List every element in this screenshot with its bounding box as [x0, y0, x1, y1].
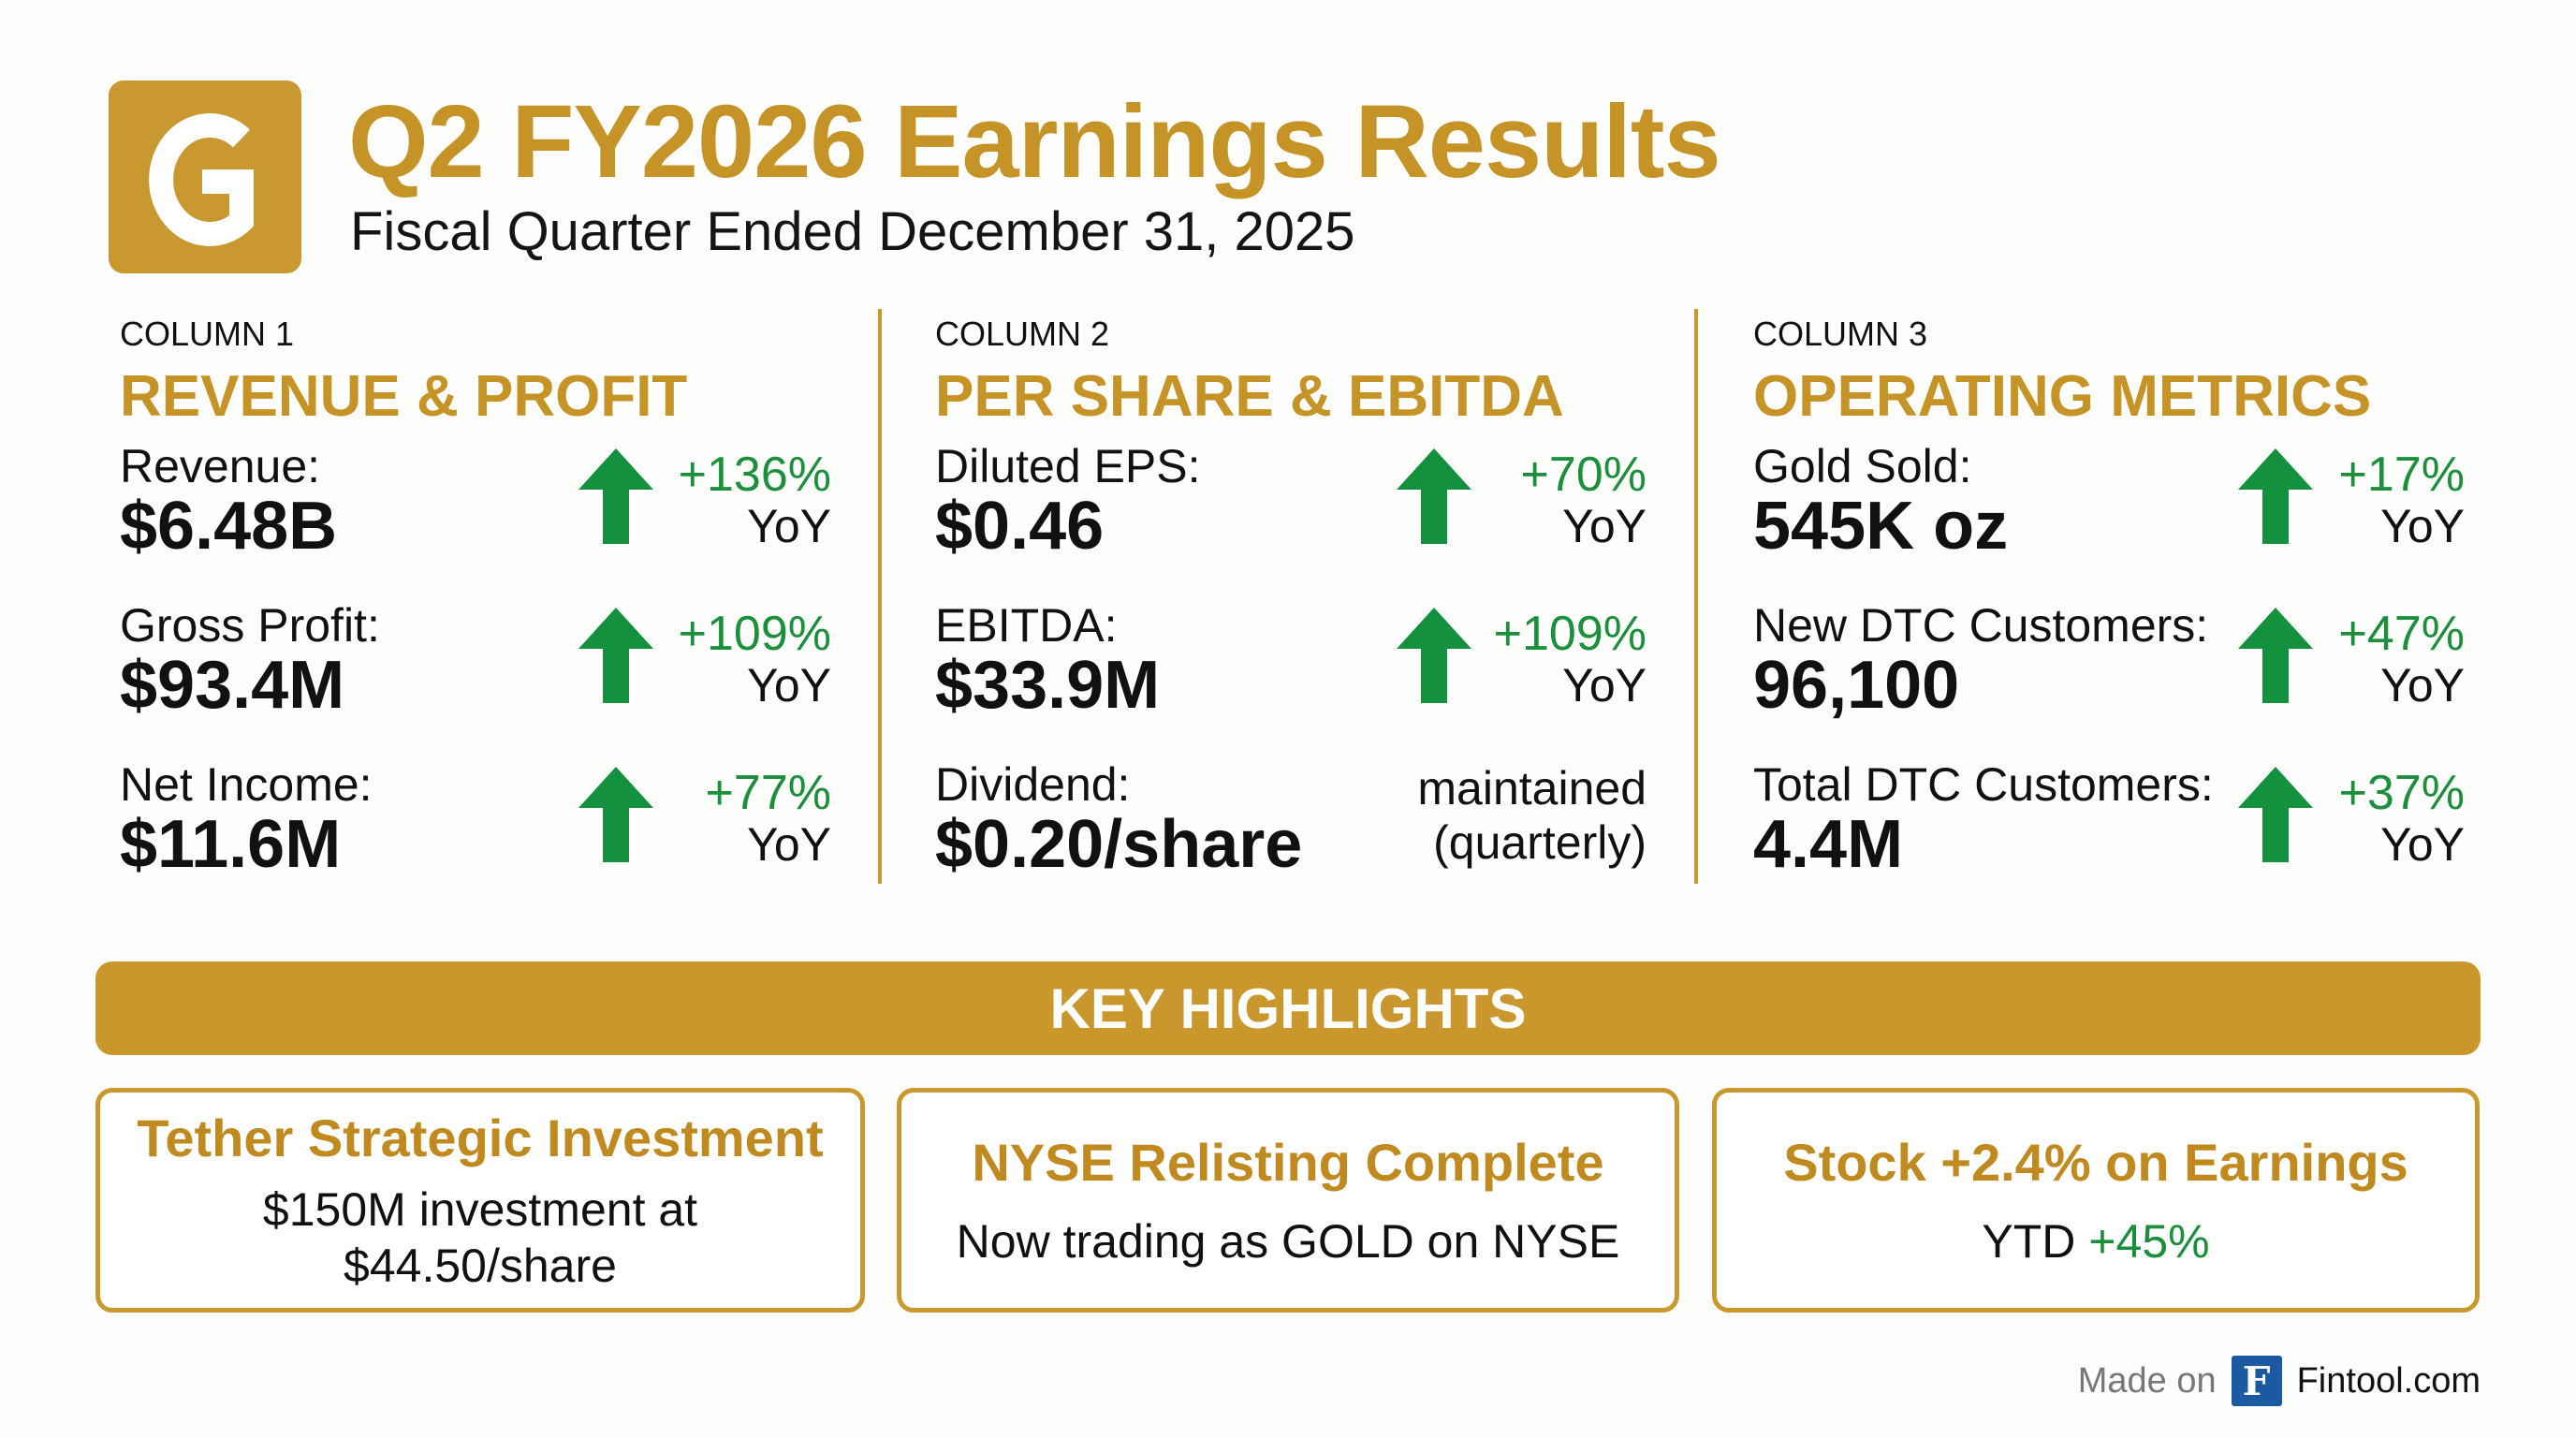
metric-row: Net Income: $11.6M +77% YoY — [120, 748, 831, 907]
metric-row: Gold Sold: 545K oz +17% YoY — [1753, 430, 2465, 589]
metric-label: Total DTC Customers: — [1753, 758, 2214, 811]
arrow-up-icon — [2238, 448, 2313, 544]
column-kicker: COLUMN 3 — [1753, 315, 1928, 353]
metric-period: YoY — [747, 659, 831, 712]
company-logo — [109, 81, 301, 273]
arrow-up-icon — [1397, 608, 1471, 703]
metric-period: YoY — [2380, 818, 2465, 871]
metric-label: Dividend: — [935, 758, 1131, 811]
metric-row: Gross Profit: $93.4M +109% YoY — [120, 589, 831, 748]
page-title: Q2 FY2026 Earnings Results — [348, 84, 1721, 199]
note-line: maintained — [1417, 762, 1647, 814]
column-kicker: COLUMN 2 — [935, 315, 1110, 353]
column-heading: REVENUE & PROFIT — [120, 364, 688, 429]
footer-credit[interactable]: Made on F Fintool.com — [2078, 1356, 2481, 1406]
column-heading: PER SHARE & EBITDA — [935, 364, 1564, 429]
metric-value: $11.6M — [120, 807, 342, 882]
highlight-card-nyse: NYSE Relisting Complete Now trading as G… — [897, 1088, 1679, 1313]
arrow-up-icon — [2238, 767, 2313, 862]
metric-change: +37% — [2338, 766, 2465, 820]
metric-row: EBITDA: $33.9M +109% YoY — [935, 589, 1647, 748]
highlight-body: $150M investment at — [262, 1182, 698, 1236]
arrow-up-icon — [578, 608, 653, 703]
metrics-column-2: COLUMN 2 PER SHARE & EBITDA Diluted EPS:… — [935, 309, 1647, 907]
metric-note: maintained (quarterly) — [1417, 761, 1647, 870]
arrow-up-icon — [578, 448, 653, 544]
metric-value: $0.46 — [935, 489, 1105, 564]
metric-label: Gold Sold: — [1753, 440, 1972, 492]
metric-row: Diluted EPS: $0.46 +70% YoY — [935, 430, 1647, 589]
metric-label: Diluted EPS: — [935, 440, 1201, 492]
metric-value: $0.20/share — [935, 807, 1303, 882]
metric-change: +17% — [2338, 448, 2465, 502]
column-kicker: COLUMN 1 — [120, 315, 295, 353]
arrow-up-icon — [1397, 448, 1471, 544]
metric-row: Total DTC Customers: 4.4M +37% YoY — [1753, 748, 2465, 907]
metric-period: YoY — [747, 818, 831, 871]
highlight-title: NYSE Relisting Complete — [972, 1132, 1604, 1192]
key-highlights-banner: KEY HIGHLIGHTS — [95, 961, 2481, 1055]
metric-change: +109% — [1493, 607, 1647, 661]
metric-row: Dividend: $0.20/share maintained (quarterl… — [935, 748, 1647, 907]
highlight-body: Now trading as GOLD on NYSE — [956, 1214, 1620, 1268]
column-divider — [1694, 309, 1698, 884]
metric-value: $93.4M — [120, 648, 345, 723]
metric-change: +77% — [705, 766, 831, 820]
metrics-column-3: COLUMN 3 OPERATING METRICS Gold Sold: 54… — [1753, 309, 2465, 907]
metric-row: Revenue: $6.48B +136% YoY — [120, 430, 831, 589]
metric-value: $33.9M — [935, 648, 1161, 723]
metric-period: YoY — [2380, 500, 2465, 552]
metric-label: Gross Profit: — [120, 599, 380, 652]
metric-change: +109% — [678, 607, 831, 661]
metric-change: +136% — [678, 448, 831, 502]
metric-period: YoY — [1562, 659, 1647, 712]
metric-label: Net Income: — [120, 758, 373, 811]
metric-value: 4.4M — [1753, 807, 1904, 882]
highlight-card-stock: Stock +2.4% on Earnings YTD +45% — [1712, 1088, 2480, 1313]
metrics-column-1: COLUMN 1 REVENUE & PROFIT Revenue: $6.48… — [120, 309, 831, 907]
column-divider — [878, 309, 882, 884]
metric-change: +70% — [1520, 448, 1647, 502]
metric-label: EBITDA: — [935, 599, 1118, 652]
metric-change: +47% — [2338, 607, 2465, 661]
note-line: (quarterly) — [1433, 816, 1647, 869]
made-on-label: Made on — [2077, 1360, 2217, 1401]
metric-row: New DTC Customers: 96,100 +47% YoY — [1753, 589, 2465, 748]
metric-period: YoY — [1562, 500, 1647, 552]
g-logo-icon — [149, 113, 254, 246]
arrow-up-icon — [2238, 608, 2313, 703]
highlight-body: YTD — [1982, 1214, 2089, 1268]
highlight-body: $44.50/share — [344, 1239, 617, 1292]
page-subtitle: Fiscal Quarter Ended December 31, 2025 — [350, 201, 1355, 262]
metric-label: New DTC Customers: — [1753, 599, 2209, 652]
arrow-up-icon — [578, 767, 653, 862]
fintool-logo-icon: F — [2231, 1356, 2282, 1406]
metric-period: YoY — [747, 500, 831, 552]
metric-value: $6.48B — [120, 489, 338, 564]
column-heading: OPERATING METRICS — [1753, 364, 2372, 429]
highlight-title: Tether Strategic Investment — [137, 1108, 824, 1167]
highlight-title: Stock +2.4% on Earnings — [1783, 1132, 2408, 1192]
metric-value: 545K oz — [1753, 489, 2009, 564]
metric-value: 96,100 — [1753, 648, 1960, 723]
highlight-card-tether: Tether Strategic Investment $150M invest… — [95, 1088, 865, 1313]
metric-label: Revenue: — [120, 440, 321, 492]
metric-period: YoY — [2380, 659, 2465, 712]
fintool-link[interactable]: Fintool.com — [2296, 1360, 2481, 1401]
ytd-change: +45% — [2088, 1214, 2210, 1268]
